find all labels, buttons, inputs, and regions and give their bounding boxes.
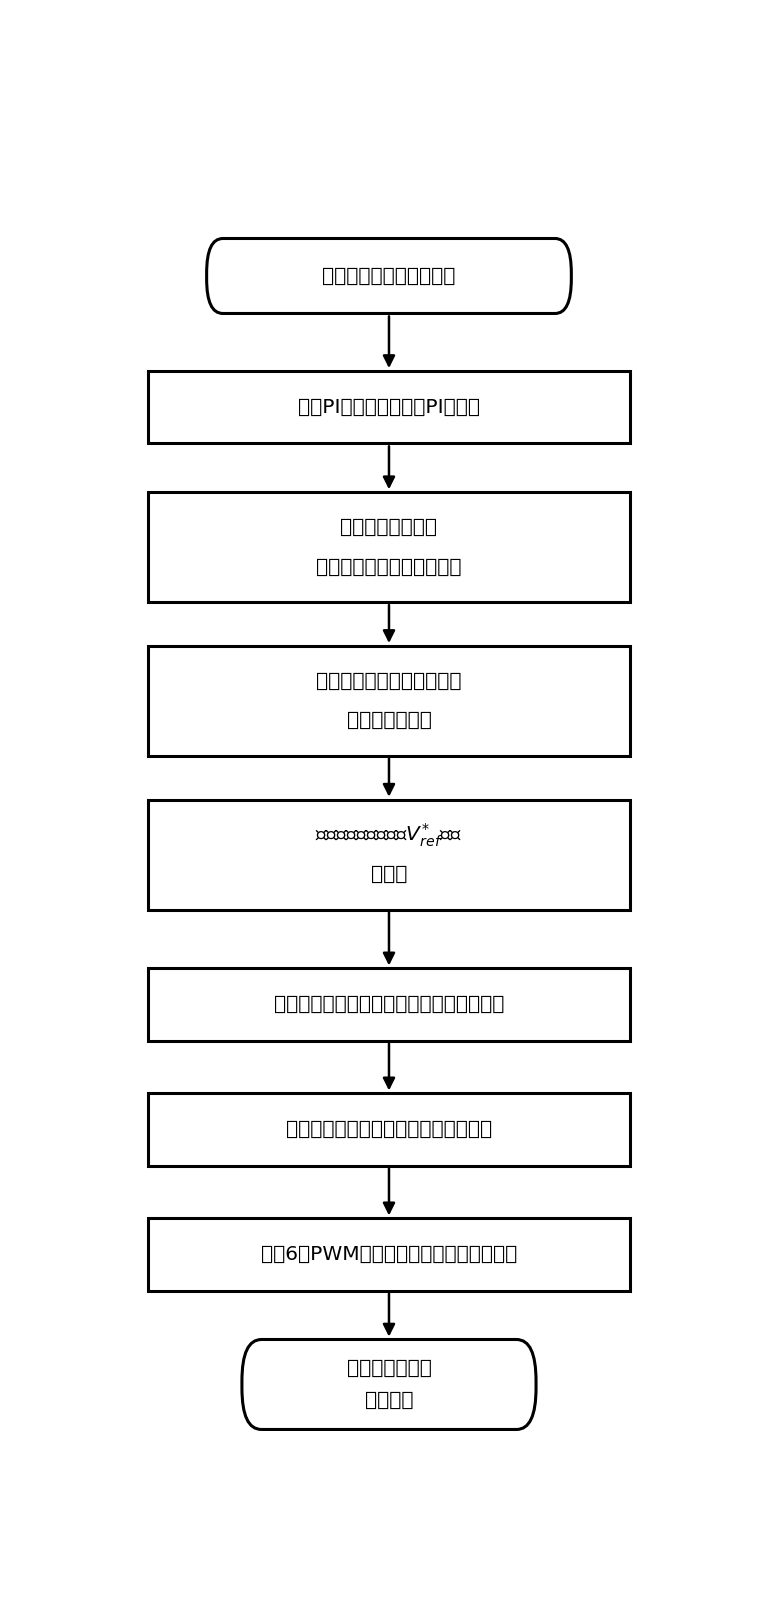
Text: 确定扇区划分函数及$V_{ref}^{*}$所在: 确定扇区划分函数及$V_{ref}^{*}$所在	[315, 821, 463, 849]
Text: 切换PI控制器至抗饱和PI控制器: 切换PI控制器至抗饱和PI控制器	[298, 398, 480, 417]
Text: 矢量和有效矢量: 矢量和有效矢量	[347, 711, 431, 730]
Bar	[148, 800, 630, 909]
Text: 结合扇区划分方式: 结合扇区划分方式	[341, 518, 437, 537]
Bar	[148, 969, 630, 1040]
Bar	[148, 646, 630, 756]
FancyBboxPatch shape	[206, 239, 572, 313]
Bar	[148, 1094, 630, 1165]
FancyBboxPatch shape	[242, 1339, 536, 1430]
Text: 输出6路PWM脖冲作用于功率开关驱动电路: 输出6路PWM脖冲作用于功率开关驱动电路	[261, 1245, 517, 1264]
Text: 容错控制: 容错控制	[365, 1391, 413, 1410]
Text: 完成积分抗饱和: 完成积分抗饱和	[347, 1358, 431, 1378]
Text: 的扇区: 的扇区	[371, 865, 407, 885]
Text: 对不受故障开关管影响的扇区进行正常控制: 对不受故障开关管影响的扇区进行正常控制	[274, 995, 504, 1014]
Text: 对故障开关管所影响扇区进行容错控制: 对故障开关管所影响扇区进行容错控制	[286, 1120, 492, 1139]
Bar	[148, 372, 630, 443]
Bar	[148, 492, 630, 602]
Bar	[148, 1219, 630, 1290]
Text: 确定开关管故障前后故障零: 确定开关管故障前后故障零	[317, 672, 461, 691]
Text: 确定故障开关管所影响扇区: 确定故障开关管所影响扇区	[317, 557, 461, 576]
Text: 读取开关管故障诊断信息: 读取开关管故障诊断信息	[323, 266, 455, 286]
